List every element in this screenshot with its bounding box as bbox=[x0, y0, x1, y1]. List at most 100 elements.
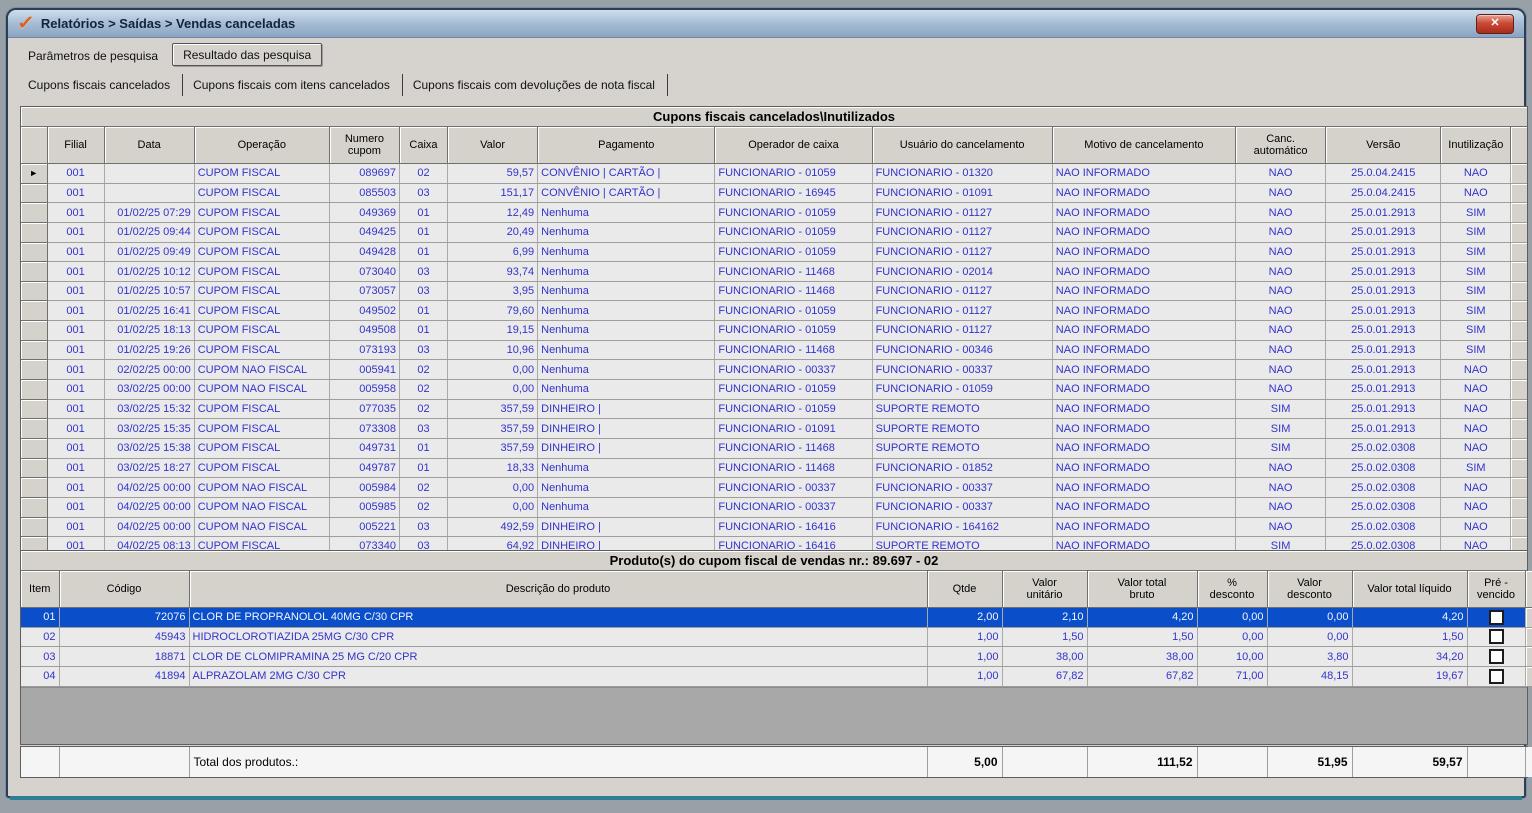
cell-descricao[interactable]: HIDROCLOROTIAZIDA 25MG C/30 CPR bbox=[189, 627, 928, 648]
cell-inutilizacao[interactable]: SIM bbox=[1440, 202, 1512, 223]
cell-item[interactable]: 03 bbox=[21, 646, 60, 667]
cell-valor-unitario[interactable]: 38,00 bbox=[1002, 646, 1088, 667]
cell-versao[interactable]: 25.0.04.2415 bbox=[1325, 163, 1442, 184]
cell-numero-cupom[interactable]: 005941 bbox=[329, 359, 400, 381]
cell-filial[interactable]: 001 bbox=[47, 359, 105, 381]
cell-caixa[interactable]: 01 bbox=[399, 438, 449, 459]
cell-filial[interactable]: 001 bbox=[47, 477, 105, 498]
pre-vencido-checkbox[interactable] bbox=[1488, 649, 1504, 665]
cell-valor[interactable]: 492,59 bbox=[447, 517, 539, 538]
column-header-motivo-cancelamento[interactable]: Motivo de cancelamento bbox=[1052, 127, 1237, 164]
cell-inutilizacao[interactable]: NAO bbox=[1440, 183, 1512, 204]
cell-data[interactable]: 01/02/25 07:29 bbox=[104, 202, 195, 223]
close-button[interactable]: ✕ bbox=[1476, 13, 1514, 34]
subtab-cupons-devolucoes[interactable]: Cupons fiscais com devoluções de nota fi… bbox=[403, 74, 668, 96]
cell-filial[interactable]: 001 bbox=[47, 242, 105, 263]
cell-caixa[interactable]: 01 bbox=[399, 320, 449, 341]
cell-canc-automatico[interactable]: NAO bbox=[1235, 517, 1327, 538]
cell-pagamento[interactable]: Nenhuma bbox=[537, 477, 716, 498]
table-row[interactable]: 001 01/02/25 10:12 CUPOM FISCAL 073040 03 93,… bbox=[21, 261, 1527, 282]
cell-valor-total-liquido[interactable]: 19,67 bbox=[1352, 666, 1468, 687]
cell-caixa[interactable]: 03 bbox=[399, 340, 449, 361]
cell-numero-cupom[interactable]: 073057 bbox=[329, 281, 400, 302]
cell-data[interactable] bbox=[104, 163, 195, 184]
table-row[interactable]: 001 01/02/25 09:49 CUPOM FISCAL 049428 01 6,9… bbox=[21, 242, 1527, 263]
cell-operacao[interactable]: CUPOM FISCAL bbox=[194, 300, 330, 322]
column-header-versao[interactable]: Versão bbox=[1325, 127, 1442, 164]
cell-data[interactable]: 01/02/25 10:57 bbox=[104, 281, 195, 302]
cell-valor[interactable]: 10,96 bbox=[447, 340, 539, 361]
table-row[interactable]: 04 41894 ALPRAZOLAM 2MG C/30 CPR 1,00 67,82 6… bbox=[21, 666, 1532, 687]
cell-valor-total-bruto[interactable]: 38,00 bbox=[1087, 646, 1198, 667]
cell-valor[interactable]: 79,60 bbox=[447, 300, 539, 322]
cell-motivo-cancelamento[interactable]: NAO INFORMADO bbox=[1052, 242, 1237, 263]
column-header-filial[interactable]: Filial bbox=[47, 127, 105, 164]
cell-valor-unitario[interactable]: 67,82 bbox=[1002, 666, 1088, 687]
cell-canc-automatico[interactable]: NAO bbox=[1235, 320, 1327, 341]
cell-motivo-cancelamento[interactable]: NAO INFORMADO bbox=[1052, 458, 1237, 479]
cell-pagamento[interactable]: Nenhuma bbox=[537, 379, 716, 400]
cell-pagamento[interactable]: Nenhuma bbox=[537, 261, 716, 282]
cell-versao[interactable]: 25.0.01.2913 bbox=[1325, 359, 1442, 381]
cell-canc-automatico[interactable]: NAO bbox=[1235, 300, 1327, 322]
table-row[interactable]: 001 04/02/25 00:00 CUPOM NAO FISCAL 005221 0… bbox=[21, 517, 1527, 538]
cell-filial[interactable]: 001 bbox=[47, 497, 105, 518]
column-header-pagamento[interactable]: Pagamento bbox=[537, 127, 716, 164]
cell-numero-cupom[interactable]: 005985 bbox=[329, 497, 400, 518]
table-row[interactable]: 001 01/02/25 18:13 CUPOM FISCAL 049508 01 19,… bbox=[21, 320, 1527, 341]
cell-filial[interactable]: 001 bbox=[47, 418, 105, 439]
cell-filial[interactable]: 001 bbox=[47, 300, 105, 322]
cell-motivo-cancelamento[interactable]: NAO INFORMADO bbox=[1052, 399, 1237, 420]
cell-qtde[interactable]: 2,00 bbox=[927, 607, 1003, 628]
cell-usuario-cancelamento[interactable]: FUNCIONARIO - 01127 bbox=[872, 242, 1053, 263]
cell-data[interactable]: 04/02/25 00:00 bbox=[104, 517, 195, 538]
cell-operacao[interactable]: CUPOM FISCAL bbox=[194, 261, 330, 282]
cell-pagamento[interactable]: Nenhuma bbox=[537, 242, 716, 263]
cell-item[interactable]: 02 bbox=[21, 627, 60, 648]
table-row[interactable]: 03 18871 CLOR DE CLOMIPRAMINA 25 MG C/20 C… bbox=[21, 646, 1532, 667]
cell-motivo-cancelamento[interactable]: NAO INFORMADO bbox=[1052, 281, 1237, 302]
cell-pagamento[interactable]: Nenhuma bbox=[537, 202, 716, 223]
cell-inutilizacao[interactable]: NAO bbox=[1440, 379, 1512, 400]
cell-numero-cupom[interactable]: 005221 bbox=[329, 517, 400, 538]
cell-versao[interactable]: 25.0.01.2913 bbox=[1325, 340, 1442, 361]
cell-canc-automatico[interactable]: SIM bbox=[1235, 418, 1327, 439]
pre-vencido-checkbox[interactable] bbox=[1488, 609, 1504, 625]
cell-caixa[interactable]: 02 bbox=[399, 399, 449, 420]
cell-pagamento[interactable]: Nenhuma bbox=[537, 359, 716, 381]
table-row[interactable]: 001 01/02/25 10:57 CUPOM FISCAL 073057 03 3,9… bbox=[21, 281, 1527, 302]
table-row[interactable]: 001 CUPOM FISCAL 085503 03 151,17 CONVÊNIO | … bbox=[21, 183, 1527, 204]
cell-canc-automatico[interactable]: NAO bbox=[1235, 222, 1327, 243]
column-header-codigo[interactable]: Código bbox=[59, 571, 190, 608]
cell-operacao[interactable]: CUPOM FISCAL bbox=[194, 222, 330, 243]
cell-motivo-cancelamento[interactable]: NAO INFORMADO bbox=[1052, 163, 1237, 184]
cell-pagamento[interactable]: DINHEIRO | bbox=[537, 418, 716, 439]
cell-operador-caixa[interactable]: FUNCIONARIO - 01059 bbox=[714, 379, 873, 400]
cell-motivo-cancelamento[interactable]: NAO INFORMADO bbox=[1052, 379, 1237, 400]
column-header-data[interactable]: Data bbox=[104, 127, 195, 164]
cell-valor[interactable]: 20,49 bbox=[447, 222, 539, 243]
cell-data[interactable]: 01/02/25 18:13 bbox=[104, 320, 195, 341]
cell-filial[interactable]: 001 bbox=[47, 281, 105, 302]
cell-numero-cupom[interactable]: 049369 bbox=[329, 202, 400, 223]
cell-descricao[interactable]: ALPRAZOLAM 2MG C/30 CPR bbox=[189, 666, 928, 687]
cell-valor[interactable]: 3,95 bbox=[447, 281, 539, 302]
cell-canc-automatico[interactable]: SIM bbox=[1235, 399, 1327, 420]
cell-caixa[interactable]: 02 bbox=[399, 379, 449, 400]
cell-operacao[interactable]: CUPOM NAO FISCAL bbox=[194, 379, 330, 400]
cell-valor[interactable]: 18,33 bbox=[447, 458, 539, 479]
cell-numero-cupom[interactable]: 073193 bbox=[329, 340, 400, 361]
cell-valor-total-bruto[interactable]: 4,20 bbox=[1087, 607, 1198, 628]
cell-valor-unitario[interactable]: 1,50 bbox=[1002, 627, 1088, 648]
cell-operacao[interactable]: CUPOM FISCAL bbox=[194, 281, 330, 302]
cell-usuario-cancelamento[interactable]: FUNCIONARIO - 01320 bbox=[872, 163, 1053, 184]
cell-pagamento[interactable]: DINHEIRO | bbox=[537, 399, 716, 420]
cell-valor[interactable]: 151,17 bbox=[447, 183, 539, 204]
cell-operador-caixa[interactable]: FUNCIONARIO - 16416 bbox=[714, 517, 873, 538]
cell-usuario-cancelamento[interactable]: FUNCIONARIO - 01127 bbox=[872, 222, 1053, 243]
cell-caixa[interactable]: 01 bbox=[399, 300, 449, 322]
cell-usuario-cancelamento[interactable]: FUNCIONARIO - 02014 bbox=[872, 261, 1053, 282]
cell-caixa[interactable]: 03 bbox=[399, 281, 449, 302]
cell-codigo[interactable]: 45943 bbox=[59, 627, 190, 648]
cell-motivo-cancelamento[interactable]: NAO INFORMADO bbox=[1052, 418, 1237, 439]
